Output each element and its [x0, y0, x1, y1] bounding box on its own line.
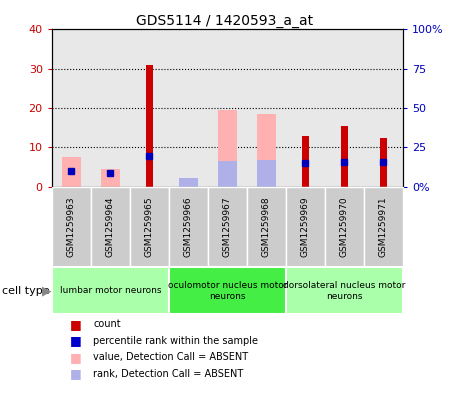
- Text: rank, Detection Call = ABSENT: rank, Detection Call = ABSENT: [93, 369, 243, 379]
- Bar: [364, 187, 403, 267]
- Text: GSM1259968: GSM1259968: [262, 196, 271, 257]
- Text: GSM1259965: GSM1259965: [145, 196, 154, 257]
- Text: ■: ■: [70, 334, 81, 347]
- Text: count: count: [93, 319, 121, 329]
- Text: ■: ■: [70, 318, 81, 331]
- Bar: [146, 65, 153, 187]
- Text: ■: ■: [70, 367, 81, 380]
- Bar: [62, 157, 81, 187]
- Text: cell type: cell type: [2, 286, 50, 296]
- Text: lumbar motor neurons: lumbar motor neurons: [59, 286, 161, 295]
- Bar: [247, 187, 286, 267]
- Text: GSM1259970: GSM1259970: [340, 196, 349, 257]
- Text: GSM1259967: GSM1259967: [223, 196, 232, 257]
- Text: GSM1259969: GSM1259969: [301, 196, 310, 257]
- Bar: [91, 187, 130, 267]
- Bar: [52, 187, 91, 267]
- Bar: [52, 267, 169, 314]
- Bar: [100, 169, 120, 187]
- Text: value, Detection Call = ABSENT: value, Detection Call = ABSENT: [93, 352, 248, 362]
- Text: GDS5114 / 1420593_a_at: GDS5114 / 1420593_a_at: [136, 14, 314, 28]
- Bar: [217, 110, 237, 187]
- Bar: [208, 187, 247, 267]
- Bar: [341, 126, 348, 187]
- Bar: [286, 187, 325, 267]
- Bar: [169, 267, 286, 314]
- Text: dorsolateral nucleus motor
neurons: dorsolateral nucleus motor neurons: [283, 281, 405, 301]
- Text: oculomotor nucleus motor
neurons: oculomotor nucleus motor neurons: [167, 281, 287, 301]
- Text: GSM1259971: GSM1259971: [379, 196, 388, 257]
- Bar: [302, 136, 309, 187]
- Text: GSM1259963: GSM1259963: [67, 196, 76, 257]
- Bar: [169, 187, 208, 267]
- Text: GSM1259966: GSM1259966: [184, 196, 193, 257]
- Bar: [217, 161, 237, 187]
- Bar: [179, 179, 198, 187]
- Bar: [380, 138, 387, 187]
- Bar: [256, 114, 276, 187]
- Bar: [286, 267, 403, 314]
- Bar: [130, 187, 169, 267]
- Text: percentile rank within the sample: percentile rank within the sample: [93, 336, 258, 346]
- Text: ▶: ▶: [42, 284, 51, 298]
- Bar: [325, 187, 364, 267]
- Bar: [256, 160, 276, 187]
- Text: GSM1259964: GSM1259964: [106, 197, 115, 257]
- Bar: [179, 178, 198, 187]
- Text: ■: ■: [70, 351, 81, 364]
